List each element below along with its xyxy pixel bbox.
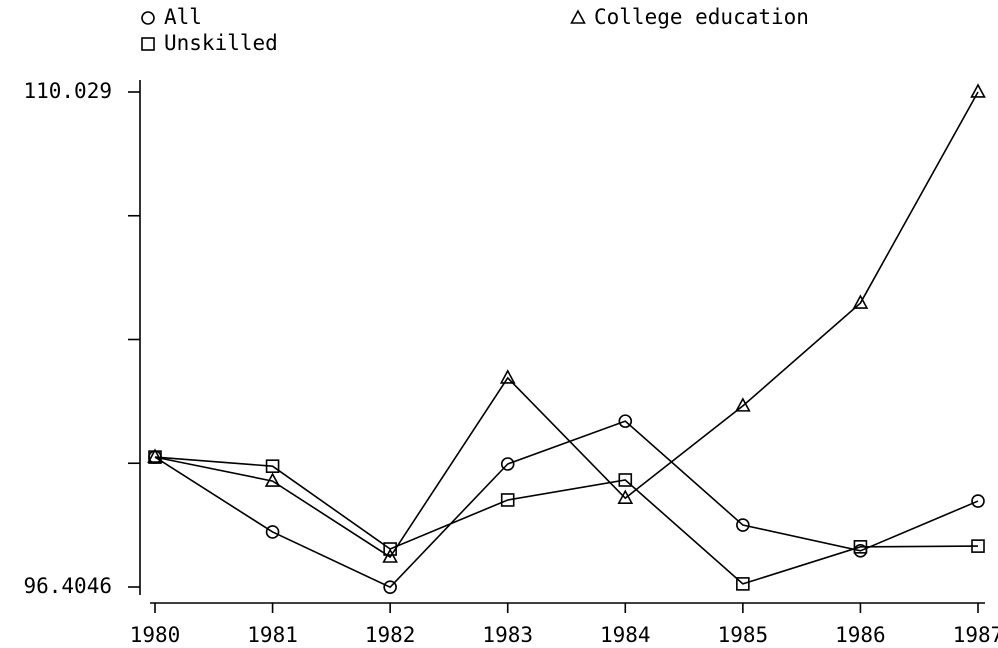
data-point (735, 397, 751, 412)
data-point (499, 369, 516, 384)
data-point (852, 294, 869, 309)
data-point (500, 457, 515, 471)
x-tick-label: 1986 (835, 623, 886, 647)
data-point (265, 459, 280, 473)
x-tick-label: 1983 (482, 623, 533, 647)
data-point (736, 577, 750, 591)
data-point (971, 494, 985, 508)
data-point (383, 580, 397, 594)
legend-label: All (164, 5, 202, 29)
x-tick-label: 1985 (718, 623, 769, 647)
data-point (265, 525, 280, 539)
data-point (264, 472, 281, 487)
data-point (853, 540, 868, 554)
legend-marker (570, 9, 586, 24)
x-tick-label: 1984 (600, 623, 651, 647)
data-point (618, 473, 633, 487)
series-line (154, 456, 979, 585)
y-tick-label: 96.4046 (23, 574, 112, 598)
legend-label: Unskilled (164, 31, 278, 55)
x-tick-label: 1987 (953, 623, 998, 647)
data-point (147, 448, 163, 463)
data-point (500, 493, 515, 507)
legend-marker (141, 11, 155, 25)
data-point (617, 489, 634, 504)
data-point (970, 83, 986, 98)
data-point (382, 548, 398, 563)
x-tick-label: 1980 (130, 623, 181, 647)
series-line (154, 91, 979, 559)
y-tick-label: 110.029 (23, 79, 112, 103)
data-point (971, 539, 985, 553)
legend-marker (141, 37, 155, 51)
data-point (736, 518, 750, 532)
x-tick-label: 1982 (365, 623, 416, 647)
legend-label: College education (594, 5, 809, 29)
data-point (618, 414, 633, 428)
series-line (154, 420, 979, 589)
x-tick-label: 1981 (247, 623, 298, 647)
